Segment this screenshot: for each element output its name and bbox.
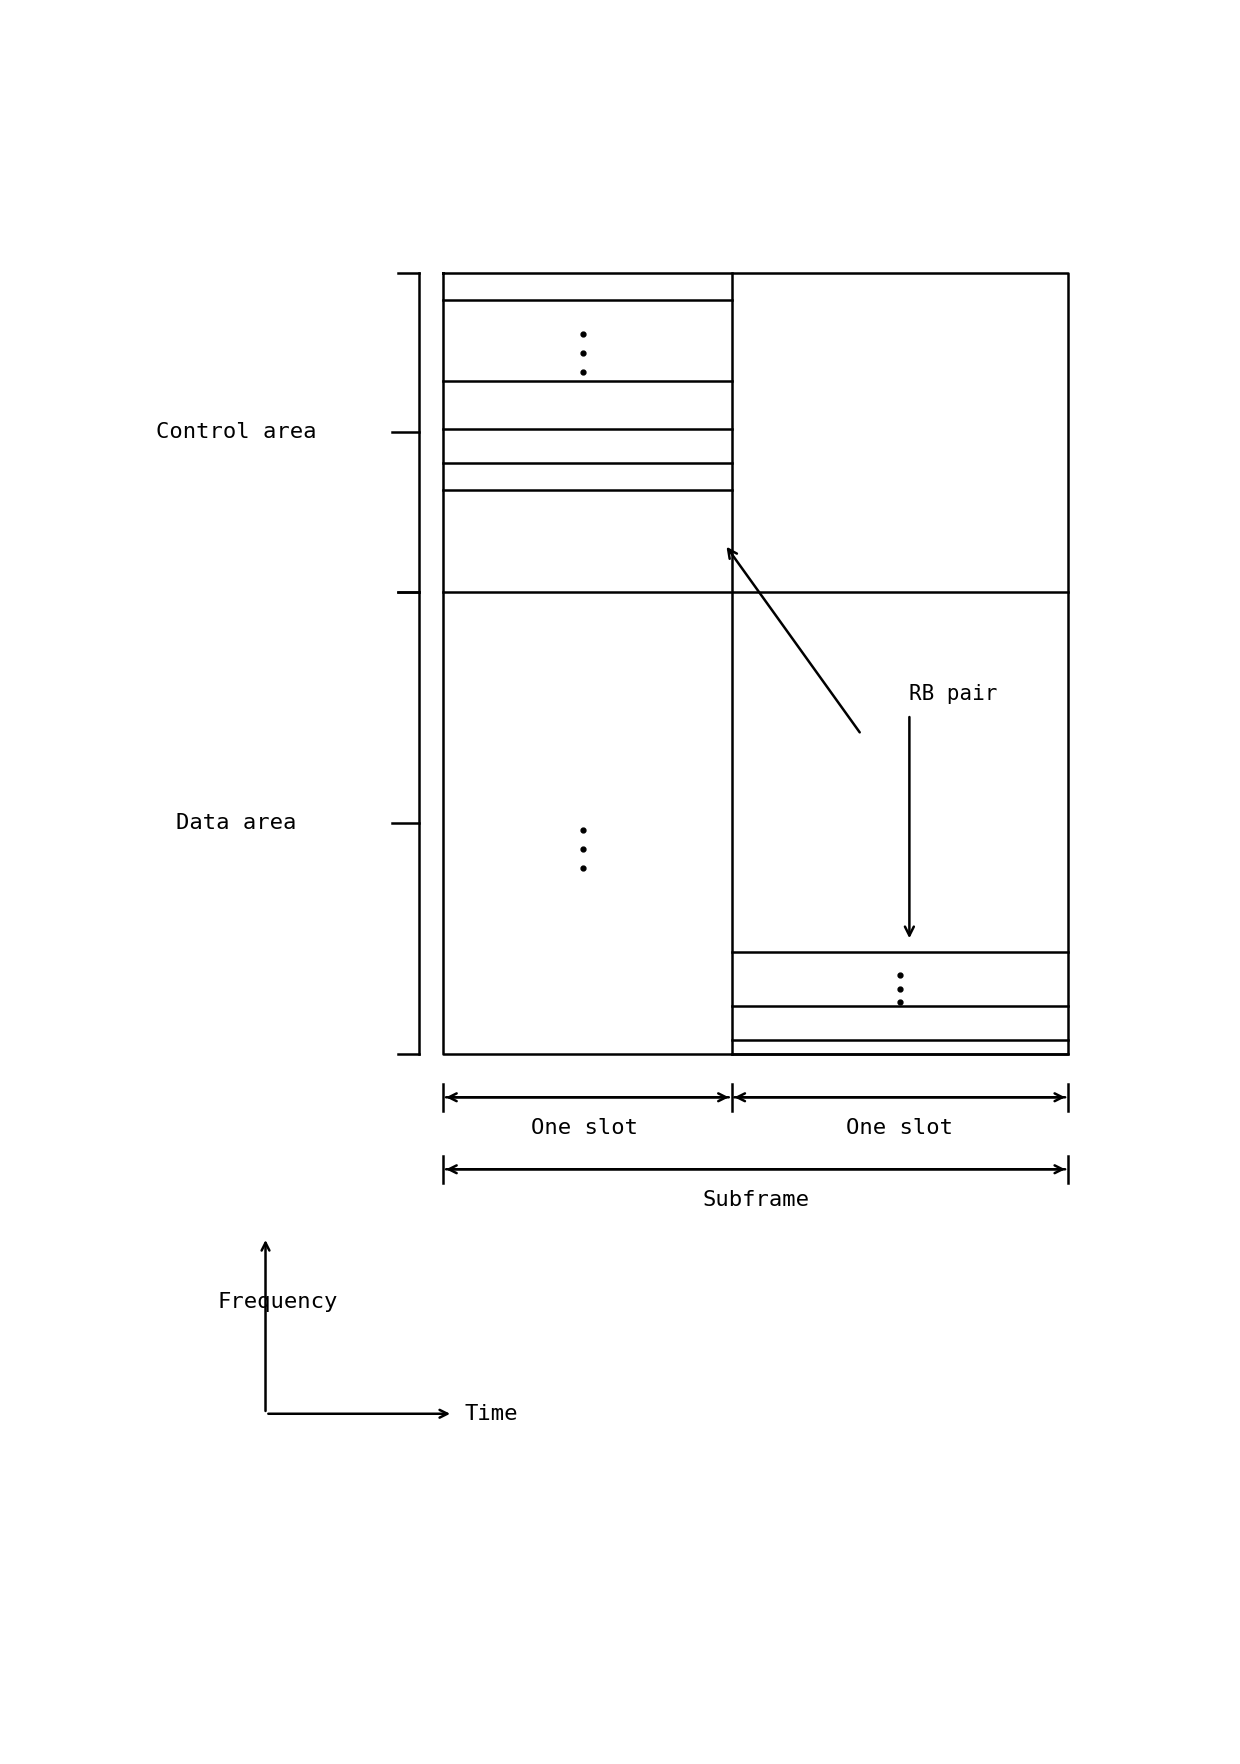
Text: One slot: One slot (531, 1118, 639, 1138)
Text: RB pair: RB pair (909, 684, 998, 704)
Text: Time: Time (465, 1404, 518, 1424)
Text: Subframe: Subframe (702, 1189, 810, 1210)
Text: Frequency: Frequency (217, 1291, 337, 1312)
Text: One slot: One slot (846, 1118, 954, 1138)
Text: Data area: Data area (176, 813, 296, 833)
Text: Control area: Control area (156, 422, 317, 441)
